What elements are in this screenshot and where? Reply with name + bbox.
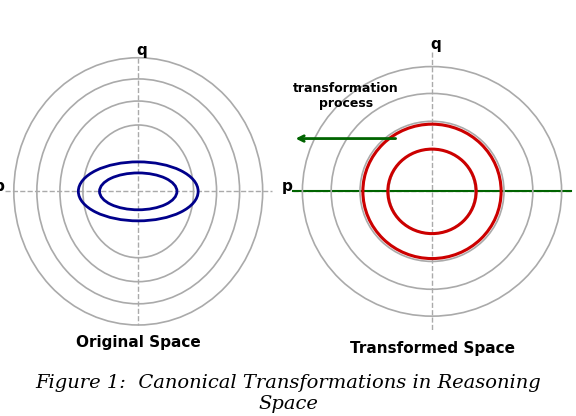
Text: q: q — [430, 37, 441, 52]
Text: Original Space: Original Space — [76, 335, 200, 350]
Text: p: p — [0, 179, 5, 194]
Text: transformation
process: transformation process — [293, 82, 399, 110]
Text: Transformed Space: Transformed Space — [350, 341, 514, 356]
Text: p: p — [282, 179, 293, 194]
Text: Figure 1:  Canonical Transformations in Reasoning
Space: Figure 1: Canonical Transformations in R… — [35, 374, 541, 413]
Text: q: q — [137, 43, 147, 58]
